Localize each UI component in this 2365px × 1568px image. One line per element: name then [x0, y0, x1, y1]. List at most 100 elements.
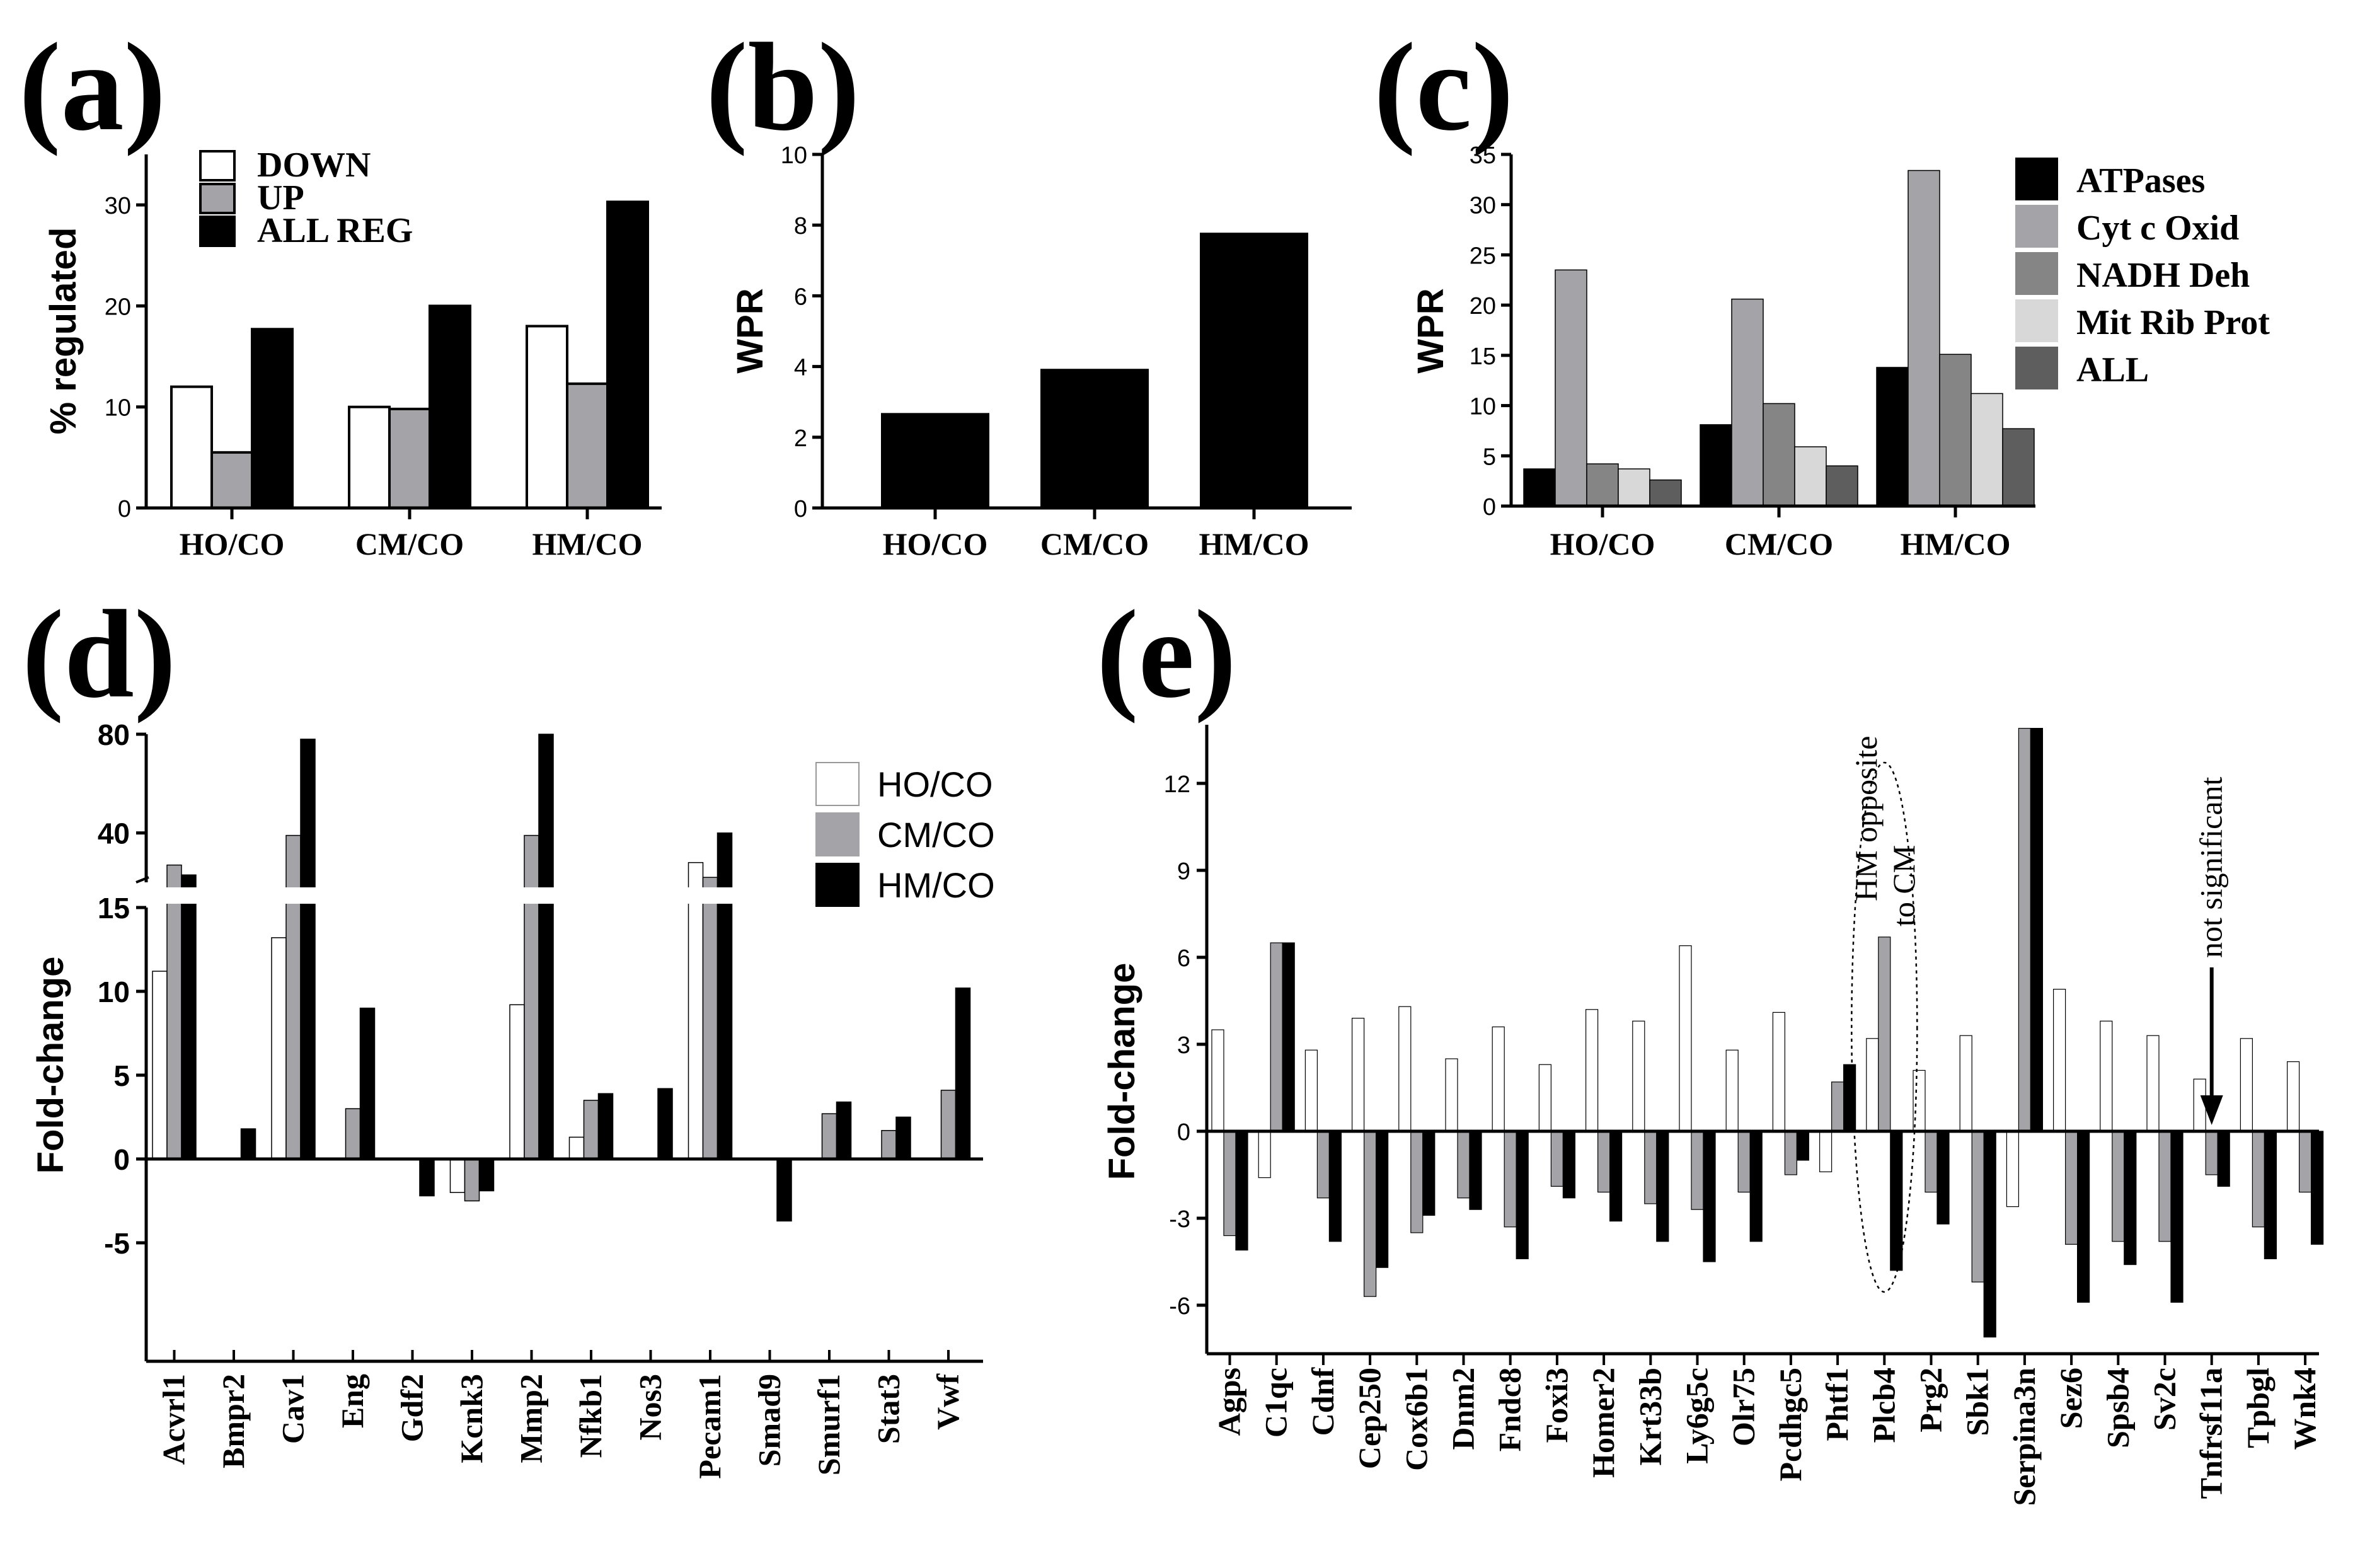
bar-hm-co-fndc8: [1516, 1131, 1529, 1259]
bar-wpr-hm-co: [1200, 233, 1308, 509]
x-tick-label-krt33b: Krt33b: [1632, 1368, 1667, 1466]
bar-ho-co-spsb4: [2100, 1020, 2113, 1132]
x-tick-label-bmpr2: Bmpr2: [216, 1374, 251, 1468]
legend-label-nadh-deh: NADH Deh: [2076, 256, 2250, 295]
bar-all-reg-ho-co: [251, 328, 294, 510]
panel-d-label: (d): [22, 585, 176, 724]
bar-hm-co-cep250: [1376, 1131, 1389, 1268]
legend-label-down: DOWN: [257, 146, 371, 185]
bar-hm-co-foxi3: [1562, 1131, 1575, 1199]
x-tick-label-cm-co: CM/CO: [355, 526, 464, 562]
bar-mit-rib-prot-cm-co: [1794, 446, 1827, 507]
bar-ho-co-cdnf: [1304, 1049, 1318, 1132]
bar-ho-co-agps: [1211, 1029, 1224, 1132]
bar-ho-co-acvrl1: [152, 971, 168, 1160]
bar-hm-co-stat3: [895, 1116, 911, 1160]
y-tick-label-12: 12: [1164, 771, 1190, 798]
bar-ho-co-tpbgl: [2240, 1038, 2253, 1132]
bar-all-ho-co: [1649, 479, 1682, 507]
panel-a-label: (a): [19, 18, 166, 157]
x-tick-label-mmp2: Mmp2: [514, 1374, 549, 1463]
x-tick-label-phtf1: Phtf1: [1819, 1368, 1855, 1441]
bar-nadh-deh-ho-co: [1586, 463, 1619, 507]
bar-cm-co-dnm2: [1457, 1131, 1470, 1199]
x-tick-label-cox6b1: Cox6b1: [1398, 1368, 1434, 1471]
bar-cm-co-wnk4: [2299, 1131, 2312, 1193]
x-tick-label-pcdhgc5: Pcdhgc5: [1773, 1368, 1808, 1482]
bar-hm-co-cav1: [300, 739, 316, 1160]
y-tick-label-0: 0: [113, 1143, 130, 1176]
bar-ho-co-dnm2: [1445, 1058, 1458, 1132]
x-tick-label-acvrl1: Acvrl1: [156, 1374, 192, 1465]
y-tick-label-0: 0: [794, 496, 807, 522]
bar-hm-co-tnfrsf11a: [2217, 1131, 2230, 1187]
bar-hm-co-prg2: [1936, 1131, 1950, 1225]
bar-atpases-cm-co: [1700, 424, 1732, 507]
bar-cm-co-prg2: [1925, 1131, 1938, 1193]
x-tick-label-tnfrsf11a: Tnfrsf11a: [2194, 1368, 2229, 1499]
bar-up-hm-co: [566, 382, 609, 509]
x-tick-label-stat3: Stat3: [871, 1374, 906, 1444]
y-tick-label-10: 10: [105, 395, 131, 422]
bar-cm-co-plcb4: [1878, 937, 1891, 1132]
y-tick-label-0: 0: [1177, 1119, 1190, 1146]
y-tick-label-15: 15: [98, 892, 130, 925]
y-tick-label-10: 10: [98, 976, 130, 1008]
x-tick-label-cm-co: CM/CO: [1040, 526, 1149, 562]
bar-hm-co-kcnk3: [478, 1158, 495, 1192]
x-tick-label-olr75: Olr75: [1726, 1368, 1761, 1446]
legend-label-up: UP: [257, 178, 304, 217]
y-tick-label-10: 10: [1470, 394, 1496, 420]
annotation-not-significant: not significant: [2194, 776, 2229, 958]
panel-a: (a) HO/CO CM/CO HM/CO 0 10 20 30 % regulated DOW…: [19, 18, 662, 562]
bar-cm-co-vwf: [940, 1090, 957, 1160]
bar-ho-co-prg2: [1913, 1069, 1926, 1132]
bar-hm-co-gdf2: [419, 1158, 435, 1197]
y-tick-label-5: 5: [113, 1059, 130, 1092]
bar-hm-co-plcb4: [1890, 1131, 1903, 1271]
x-tick-label-prg2: Prg2: [1913, 1368, 1948, 1433]
bar-all-reg-hm-co: [606, 200, 649, 509]
bar-cm-co-mmp2: [524, 834, 539, 1160]
y-tick-label-5: 5: [1483, 444, 1496, 470]
legend-label-atpases: ATPases: [2076, 161, 2205, 200]
annotation-hm-opposite: HM opposite: [1848, 736, 1884, 902]
bar-cm-co-sv2c: [2158, 1131, 2172, 1242]
bar-all-cm-co: [1826, 465, 1858, 507]
legend-swatch-hm-co: [815, 863, 860, 907]
bar-hm-co-serpina3n: [2030, 727, 2043, 1132]
legend-swatch-cyt-c-oxid: [2015, 205, 2058, 248]
bar-ho-co-olr75: [1725, 1049, 1739, 1132]
y-axis-label: % regulated: [43, 228, 84, 435]
bar-hm-co-olr75: [1749, 1131, 1763, 1242]
x-tick-label-ho-co: HO/CO: [1550, 526, 1655, 562]
bar-down-ho-co: [170, 385, 213, 510]
y-tick-label-8: 8: [794, 213, 807, 239]
y-tick-label-30: 30: [105, 193, 131, 219]
x-tick-label-kcnk3: Kcnk3: [454, 1374, 489, 1463]
bar-hm-co-nfkb1: [597, 1093, 614, 1160]
x-tick-label-smurf1: Smurf1: [811, 1374, 846, 1475]
bar-down-cm-co: [348, 405, 391, 510]
legend-swatch-all: [2015, 347, 2058, 389]
bar-ho-co-sbk1: [1959, 1035, 1972, 1132]
bar-cm-co-spsb4: [2112, 1131, 2125, 1242]
x-tick-label-eng: Eng: [335, 1374, 370, 1428]
panel-b: (b) HO/CO CM/CO HM/CO 0 2 4 6 8 10 WPR: [706, 18, 1352, 562]
bar-hm-co-pcdhgc5: [1796, 1131, 1809, 1161]
x-tick-label-gdf2: Gdf2: [394, 1374, 430, 1442]
y-tick-label-35: 35: [1470, 142, 1496, 169]
y-tick-label-80: 80: [98, 718, 130, 751]
y-tick-label-10: 10: [781, 142, 807, 169]
bar-hm-co-acvrl1: [181, 874, 197, 1160]
x-tick-label-sv2c: Sv2c: [2147, 1368, 2182, 1431]
legend-label-mit-rib-prot: Mit Rib Prot: [2076, 303, 2270, 342]
bar-hm-co-bmpr2: [240, 1128, 256, 1160]
y-tick-label-6: 6: [1177, 945, 1190, 972]
x-tick-label-cav1: Cav1: [275, 1374, 311, 1444]
y-tick-label-0: 0: [1483, 494, 1496, 521]
y-tick-label-6: -6: [1169, 1293, 1190, 1320]
x-tick-label-smad9: Smad9: [752, 1374, 787, 1467]
bar-cm-co-nfkb1: [583, 1100, 599, 1160]
y-tick-label-2: 2: [794, 425, 807, 452]
